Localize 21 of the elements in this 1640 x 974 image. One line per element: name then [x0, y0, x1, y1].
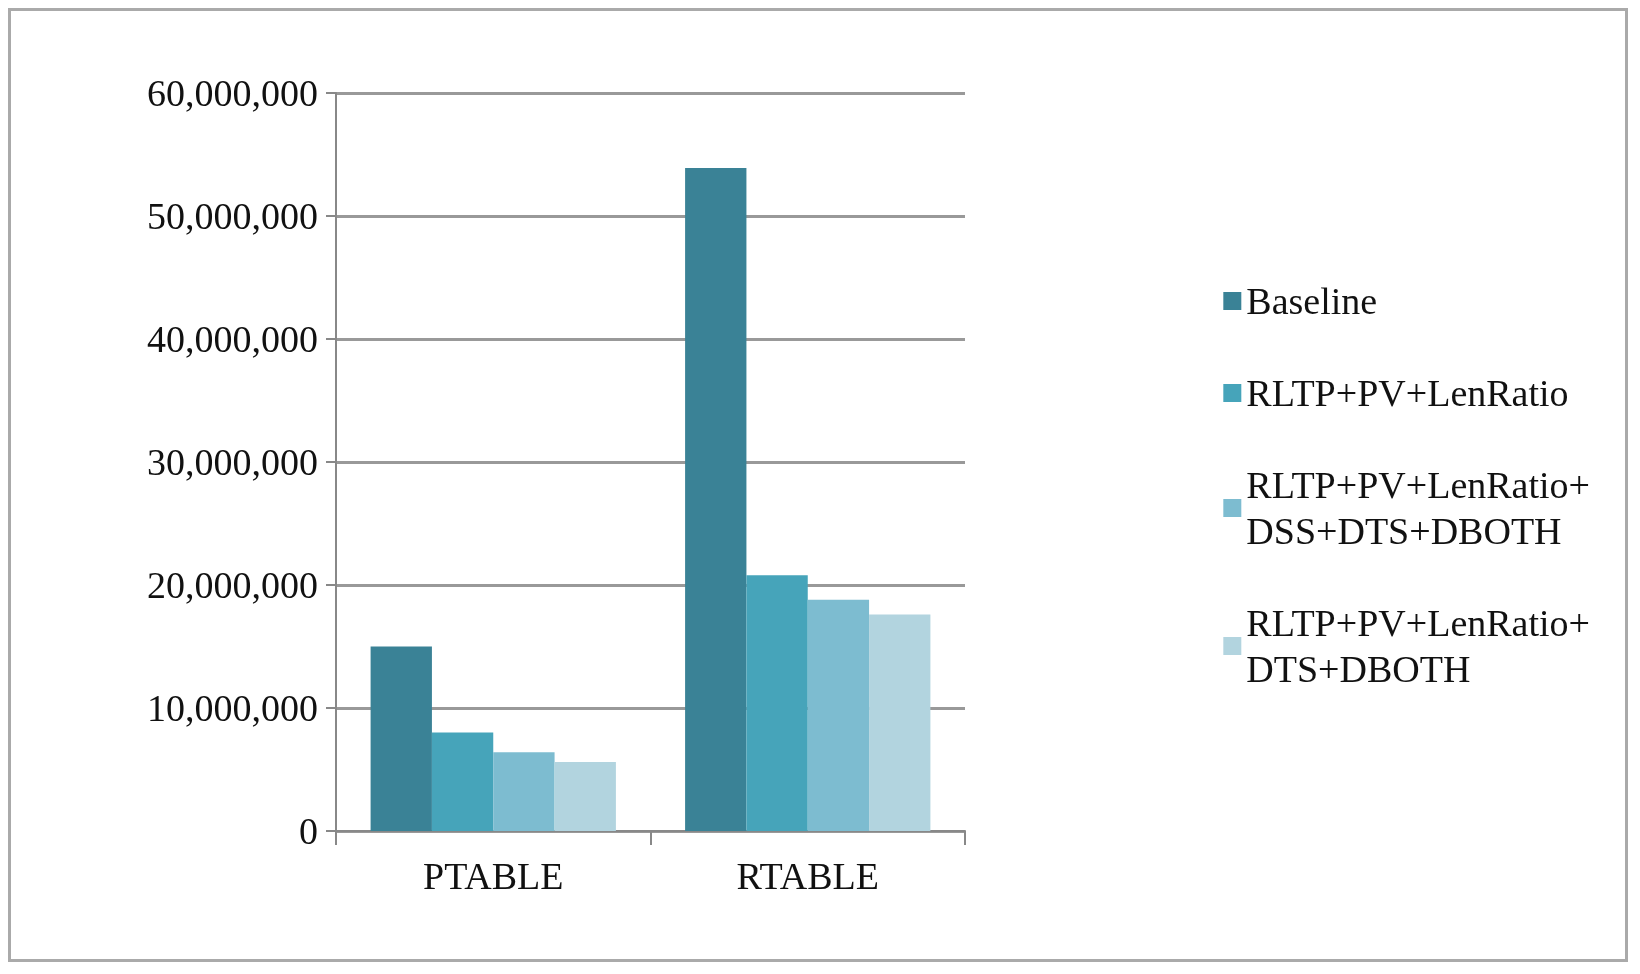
legend-label: RLTP+PV+LenRatio	[1246, 372, 1569, 414]
y-tick-label: 40,000,000	[147, 318, 318, 360]
legend-label: RLTP+PV+LenRatio+DTS+DBOTH	[1246, 602, 1591, 690]
legend-label: RLTP+PV+LenRatio+DSS+DTS+DBOTH	[1246, 464, 1591, 552]
bar	[554, 762, 616, 831]
y-tick-label: 20,000,000	[147, 564, 318, 606]
legend-label: Baseline	[1246, 280, 1378, 322]
y-tick-label: 30,000,000	[147, 441, 318, 483]
y-tick-label: 10,000,000	[147, 687, 318, 729]
bar	[869, 614, 931, 831]
x-tick-label: RTABLE	[736, 855, 879, 897]
bar	[370, 646, 432, 831]
bar	[746, 575, 808, 831]
bar	[431, 732, 494, 831]
y-tick-label: 60,000,000	[147, 72, 318, 114]
bar	[493, 752, 555, 831]
x-tick-label: PTABLE	[422, 855, 564, 897]
y-tick-label: 0	[299, 810, 318, 852]
bar	[685, 168, 747, 831]
y-tick-label: 50,000,000	[147, 195, 318, 237]
bar	[807, 599, 870, 831]
